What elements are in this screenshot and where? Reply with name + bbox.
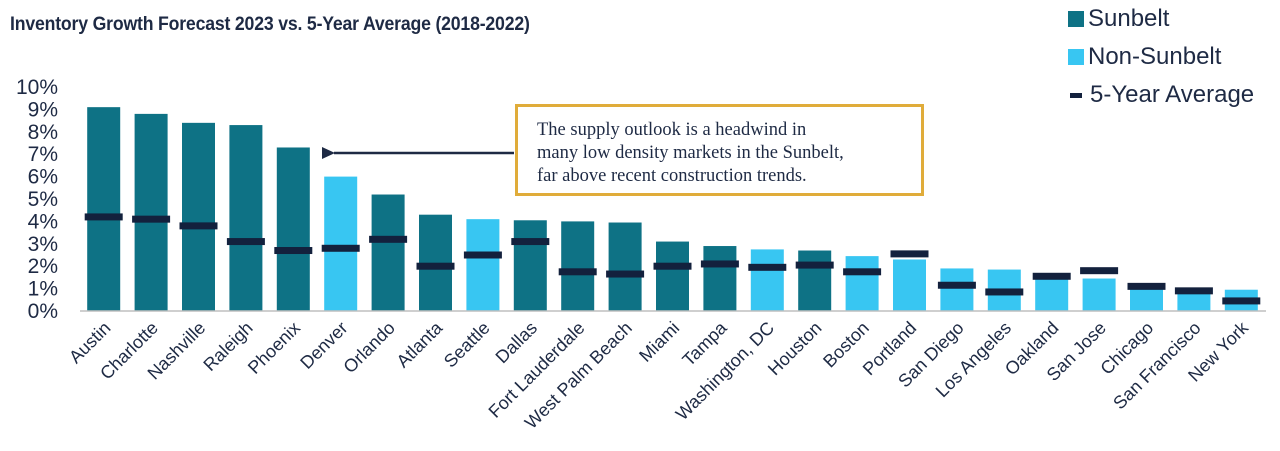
bar-tampa	[703, 246, 737, 311]
y-tick-label: 1%	[28, 278, 58, 301]
average-marker-raleigh	[226, 238, 265, 246]
y-tick-label: 4%	[28, 210, 58, 233]
average-marker-oakland	[1032, 272, 1071, 280]
y-tick-label: 8%	[28, 121, 58, 144]
bar-charlotte	[134, 113, 168, 311]
average-marker-los-angeles	[985, 288, 1024, 296]
legend-label-non-sunbelt: Non-Sunbelt	[1088, 43, 1222, 70]
bar-dallas	[513, 220, 547, 311]
average-marker-boston	[843, 268, 882, 276]
bar-denver	[324, 176, 358, 311]
bar-fort-lauderdale	[561, 221, 595, 311]
bar-san-diego	[940, 268, 974, 311]
bar-chicago	[1130, 286, 1163, 311]
x-tick-label: Atlanta	[393, 317, 447, 371]
y-tick-label: 0%	[28, 300, 58, 323]
bar-houston	[798, 250, 832, 311]
average-marker-portland	[890, 250, 929, 258]
x-tick-label: Miami	[635, 318, 683, 366]
average-marker-tampa	[700, 260, 739, 268]
bar-west-palm-beach	[608, 222, 642, 311]
y-tick-label: 9%	[28, 98, 58, 121]
bar-miami	[656, 241, 689, 311]
average-marker-west-palm-beach	[606, 270, 645, 278]
bar-portland	[893, 259, 926, 311]
bar-austin	[87, 107, 121, 311]
average-marker-orlando	[369, 235, 408, 243]
bar-san-jose	[1082, 278, 1116, 311]
bar-phoenix	[276, 147, 310, 311]
average-marker-miami	[653, 262, 692, 270]
bar-orlando	[371, 194, 405, 311]
average-marker-nashville	[179, 222, 218, 230]
bar-oakland	[1035, 275, 1069, 311]
bar-boston	[845, 256, 879, 311]
annotation-line-3: far above recent construction trends.	[537, 166, 807, 186]
average-marker-san-francisco	[1174, 287, 1213, 295]
average-marker-austin	[84, 213, 123, 221]
average-marker-charlotte	[132, 215, 171, 223]
x-axis-labels: AustinCharlotteNashvilleRaleighPhoenixDe…	[65, 317, 1253, 433]
average-marker-new-york	[1222, 297, 1261, 305]
y-tick-label: 6%	[28, 166, 58, 189]
legend-item-non-sunbelt: Non-Sunbelt	[1068, 38, 1254, 76]
bar-raleigh	[229, 125, 263, 311]
chart-title: Inventory Growth Forecast 2023 vs. 5-Yea…	[10, 14, 530, 35]
y-axis: 0%1%2%3%4%5%6%7%8%9%10%	[16, 76, 58, 323]
y-tick-label: 7%	[28, 143, 58, 166]
average-marker-san-diego	[937, 281, 976, 289]
legend-item-sunbelt: Sunbelt	[1068, 0, 1254, 38]
average-marker-houston	[795, 261, 834, 269]
legend-label-5-year-average: 5-Year Average	[1090, 81, 1255, 108]
legend-item-5-year-average: 5-Year Average	[1068, 76, 1254, 114]
annotation-box: The supply outlook is a headwind in many…	[515, 104, 924, 196]
average-marker-san-jose	[1080, 267, 1119, 275]
y-tick-label: 10%	[16, 76, 58, 99]
average-marker-atlanta	[416, 262, 455, 270]
y-tick-label: 5%	[28, 188, 58, 211]
average-marker-denver	[321, 244, 360, 252]
average-marker-seattle	[463, 251, 502, 259]
bar-nashville	[182, 122, 215, 311]
x-tick-label: Phoenix	[244, 318, 304, 378]
legend-swatch-5-year-average	[1070, 92, 1082, 98]
average-marker-chicago	[1127, 282, 1166, 290]
legend-swatch-sunbelt	[1068, 11, 1084, 27]
annotation-line-1: The supply outlook is a headwind in	[537, 120, 807, 140]
x-tick-label: Orlando	[339, 318, 398, 377]
y-tick-label: 2%	[28, 255, 58, 278]
average-markers	[84, 213, 1261, 305]
legend-swatch-non-sunbelt	[1068, 49, 1084, 65]
bar-washington-dc	[750, 249, 784, 311]
average-marker-phoenix	[274, 247, 313, 255]
average-marker-dallas	[511, 238, 550, 246]
legend-label-sunbelt: Sunbelt	[1088, 5, 1170, 32]
legend: Sunbelt Non-Sunbelt 5-Year Average	[1068, 0, 1254, 114]
y-tick-label: 3%	[28, 233, 58, 256]
average-marker-fort-lauderdale	[558, 268, 597, 276]
annotation-line-2: many low density markets in the Sunbelt,	[537, 143, 844, 163]
average-marker-washington-dc	[748, 263, 787, 271]
x-tick-label: Seattle	[440, 318, 494, 372]
bar-seattle	[466, 219, 500, 311]
